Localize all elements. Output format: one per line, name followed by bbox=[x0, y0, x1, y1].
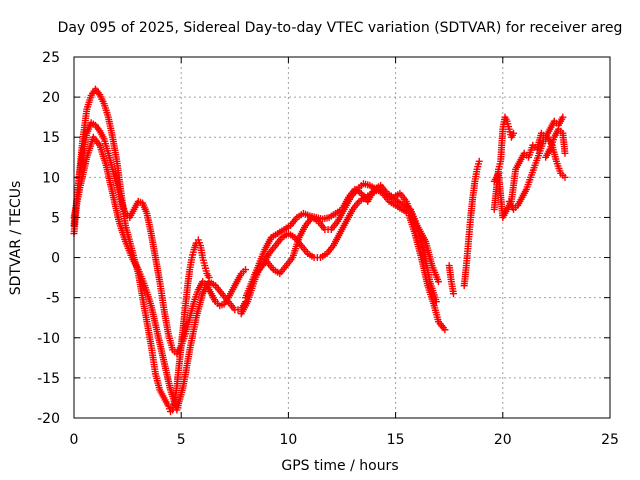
axis-ticks: 0 5 10 15 20 25 25 20 15 10 5 0 -5 -10 -15 -20 bbox=[37, 50, 619, 448]
x-tick-label: 25 bbox=[601, 432, 619, 448]
y-tick-label: -15 bbox=[37, 371, 60, 387]
y-tick-label: 10 bbox=[42, 170, 60, 186]
data-point bbox=[561, 149, 569, 157]
data-point bbox=[434, 278, 442, 286]
x-tick-label: 10 bbox=[279, 432, 297, 448]
y-tick-label: -10 bbox=[37, 331, 60, 347]
y-tick-label: 0 bbox=[51, 251, 60, 267]
series-trace-e bbox=[237, 180, 449, 334]
series-trace-c bbox=[70, 133, 250, 414]
data-point bbox=[449, 290, 457, 298]
series-trace-a bbox=[70, 85, 213, 416]
data-point bbox=[510, 129, 518, 137]
grid bbox=[74, 57, 610, 418]
y-axis-label: SDTVAR / TECUs bbox=[8, 181, 24, 296]
series-trace-i bbox=[490, 113, 518, 213]
chart-title: Day 095 of 2025, Sidereal Day-to-day VTE… bbox=[58, 20, 623, 36]
y-tick-label: 15 bbox=[42, 130, 60, 146]
x-tick-label: 15 bbox=[387, 432, 405, 448]
x-tick-label: 0 bbox=[70, 432, 79, 448]
series-trace-b bbox=[70, 119, 250, 358]
data-point bbox=[561, 173, 569, 181]
series-trace-h bbox=[445, 262, 457, 298]
y-tick-label: 20 bbox=[42, 90, 60, 106]
y-tick-label: -20 bbox=[37, 411, 60, 427]
data-points bbox=[70, 85, 569, 416]
data-point bbox=[242, 266, 250, 274]
x-tick-label: 20 bbox=[494, 432, 512, 448]
series-trace-l bbox=[542, 125, 569, 161]
data-point bbox=[475, 157, 483, 165]
series-trace-k bbox=[505, 133, 569, 213]
data-point bbox=[432, 298, 440, 306]
series-trace-f bbox=[252, 185, 440, 306]
y-tick-label: -5 bbox=[46, 291, 60, 307]
data-point bbox=[441, 326, 449, 334]
series-trace-d bbox=[242, 181, 442, 302]
y-tick-label: 25 bbox=[42, 50, 60, 66]
series-trace-g bbox=[460, 157, 483, 290]
x-axis-label: GPS time / hours bbox=[281, 458, 398, 474]
plot-frame bbox=[73, 56, 611, 419]
x-tick-label: 5 bbox=[177, 432, 186, 448]
y-tick-label: 5 bbox=[51, 210, 60, 226]
data-point bbox=[559, 113, 567, 121]
